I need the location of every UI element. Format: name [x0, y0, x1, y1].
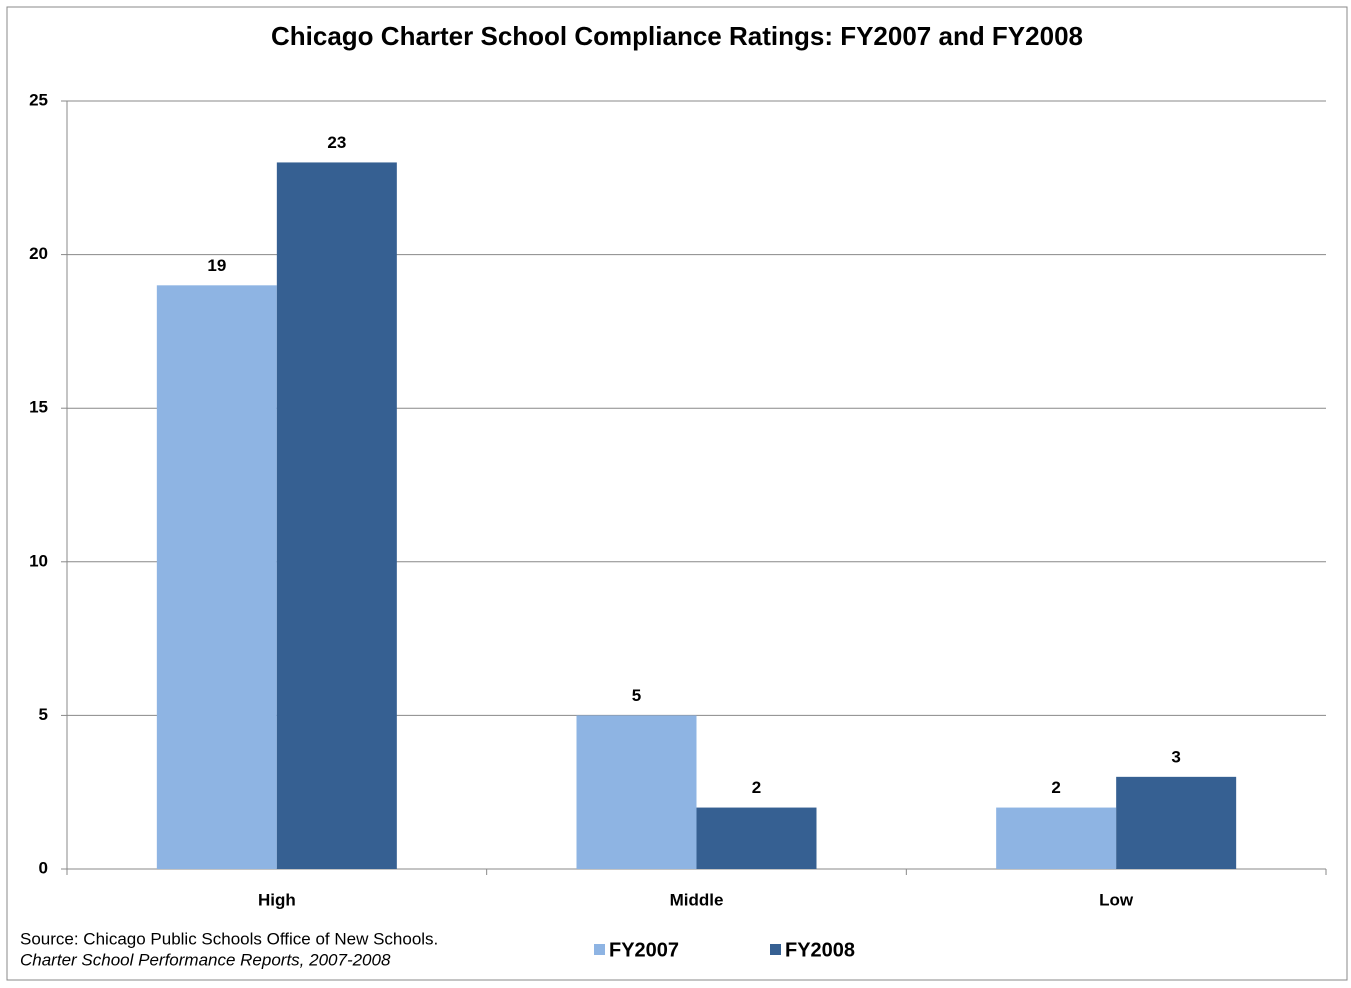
source-detail: Charter School Performance Reports, 2007… — [20, 950, 391, 969]
data-label: 5 — [632, 686, 641, 705]
bar — [996, 807, 1117, 869]
x-tick-label: High — [258, 890, 296, 909]
x-tick-label: Low — [1099, 890, 1134, 909]
x-tick-label: Middle — [670, 890, 724, 909]
legend-label: FY2008 — [785, 939, 855, 961]
y-tick-label: 15 — [29, 398, 48, 417]
bar — [156, 285, 277, 869]
data-label: 23 — [327, 133, 346, 152]
bar — [696, 807, 817, 869]
y-tick-label: 10 — [29, 551, 48, 570]
legend-swatch — [594, 944, 605, 955]
data-label: 3 — [1171, 747, 1180, 766]
y-tick-label: 25 — [29, 90, 48, 109]
legend-swatch — [770, 944, 781, 955]
source: Source: Chicago Public Schools Office of… — [20, 929, 438, 948]
bar — [576, 715, 697, 869]
data-label: 19 — [207, 256, 226, 275]
legend-label: FY2007 — [609, 939, 679, 961]
y-tick-label: 20 — [29, 244, 48, 263]
bar — [1116, 776, 1237, 869]
data-label: 2 — [1051, 778, 1060, 797]
data-label: 2 — [752, 778, 761, 797]
bar — [276, 162, 397, 869]
y-tick-label: 0 — [39, 858, 48, 877]
y-tick-label: 5 — [39, 705, 48, 724]
chart-title: Chicago Charter School Compliance Rating… — [271, 21, 1083, 51]
